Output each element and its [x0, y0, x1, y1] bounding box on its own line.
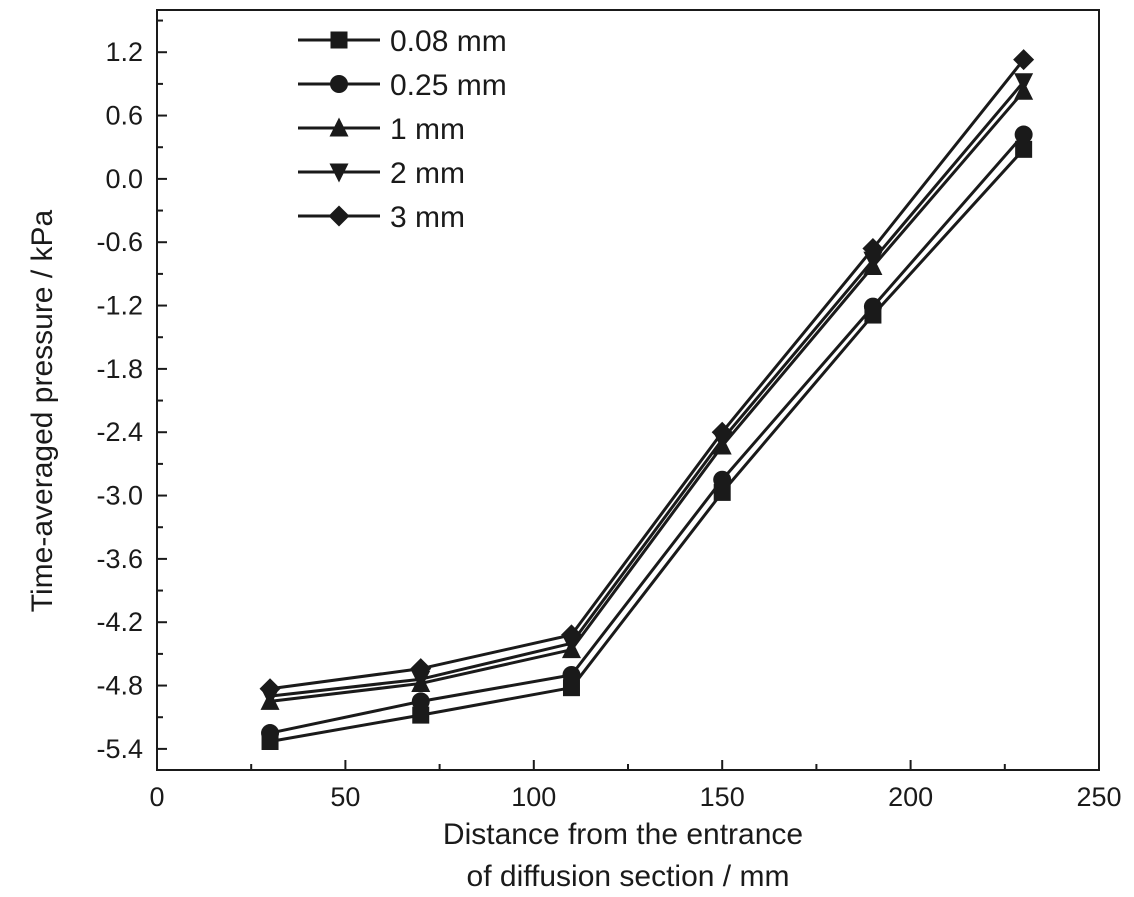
axis-ticks: [156, 19, 1100, 770]
legend-marker: [328, 205, 350, 227]
x-tick-label: 250: [1076, 782, 1121, 812]
data-point: [411, 670, 431, 690]
x-tick-label: 200: [888, 782, 933, 812]
data-point: [410, 658, 432, 680]
x-tick-label: 50: [330, 782, 360, 812]
data-point: [713, 470, 732, 489]
data-point: [411, 692, 430, 711]
legend-label: 0.08 mm: [390, 25, 507, 58]
series-layer: [259, 49, 1035, 750]
legend-marker: [329, 117, 349, 137]
data-point: [261, 724, 280, 743]
x-tick-label: 150: [700, 782, 745, 812]
plot-frame: [156, 9, 1100, 771]
legend-entry: 3 mm: [298, 201, 465, 234]
data-point: [1013, 49, 1035, 71]
legend-label: 0.25 mm: [390, 69, 507, 102]
y-tick-label: -3.0: [96, 481, 143, 511]
legend-entry: 0.08 mm: [298, 25, 507, 58]
series-4: [260, 73, 1034, 707]
data-point: [412, 706, 430, 724]
legend-marker: [329, 163, 349, 183]
data-point: [562, 679, 580, 697]
y-tick-label: -4.8: [96, 671, 143, 701]
data-point: [1015, 140, 1033, 158]
series-2: [261, 125, 1033, 743]
y-tick-label: 0.0: [105, 164, 143, 194]
series-5: [259, 49, 1035, 700]
legend-label: 1 mm: [390, 113, 465, 146]
data-point: [862, 238, 884, 260]
x-axis-label-line2: of diffusion section / mm: [467, 860, 790, 893]
data-point: [1014, 125, 1033, 144]
series-line: [269, 90, 1025, 703]
series-line: [269, 58, 1025, 691]
legend-entry: 0.25 mm: [298, 69, 507, 102]
y-tick-label: -0.6: [96, 227, 143, 257]
series-line: [269, 148, 1025, 743]
legend-entry: 2 mm: [298, 157, 465, 190]
x-axis-label-line1: Distance from the entrance: [443, 818, 803, 851]
data-point: [560, 624, 582, 646]
y-tick-label: -1.8: [96, 354, 143, 384]
data-point: [713, 483, 731, 501]
y-tick-label: 1.2: [105, 37, 143, 67]
legend-marker: [330, 31, 348, 49]
legend-entry: 1 mm: [298, 113, 465, 146]
y-tick-label: -1.2: [96, 291, 143, 321]
y-tick-label: -2.4: [96, 417, 143, 447]
legend-label: 2 mm: [390, 157, 465, 190]
series-line: [269, 80, 1025, 698]
x-tick-label: 0: [149, 782, 164, 812]
series-1: [261, 140, 1033, 750]
legend-marker: [330, 75, 348, 93]
y-tick-label: -3.6: [96, 544, 143, 574]
series-line: [269, 133, 1025, 735]
data-point: [711, 421, 733, 443]
y-tick-label: 0.6: [105, 101, 143, 131]
y-tick-label: -4.2: [96, 607, 143, 637]
data-point: [259, 678, 281, 700]
x-tick-label: 100: [511, 782, 556, 812]
y-tick-label: -5.4: [96, 734, 143, 764]
data-point: [562, 666, 581, 684]
data-point: [863, 297, 882, 316]
tick-labels: 0 50 100 150 200 250 1.2 0.6 0.0 -0.6 -1.2 -1.8 -2.4…: [96, 37, 1121, 812]
data-point: [1014, 73, 1034, 93]
series-3: [260, 80, 1034, 710]
legend-label: 3 mm: [390, 201, 465, 234]
legend: 0.08 mm 0.25 mm 1 mm 2 mm 3 mm: [298, 25, 507, 234]
y-axis-label: Time-averaged pressure / kPa: [26, 209, 59, 612]
